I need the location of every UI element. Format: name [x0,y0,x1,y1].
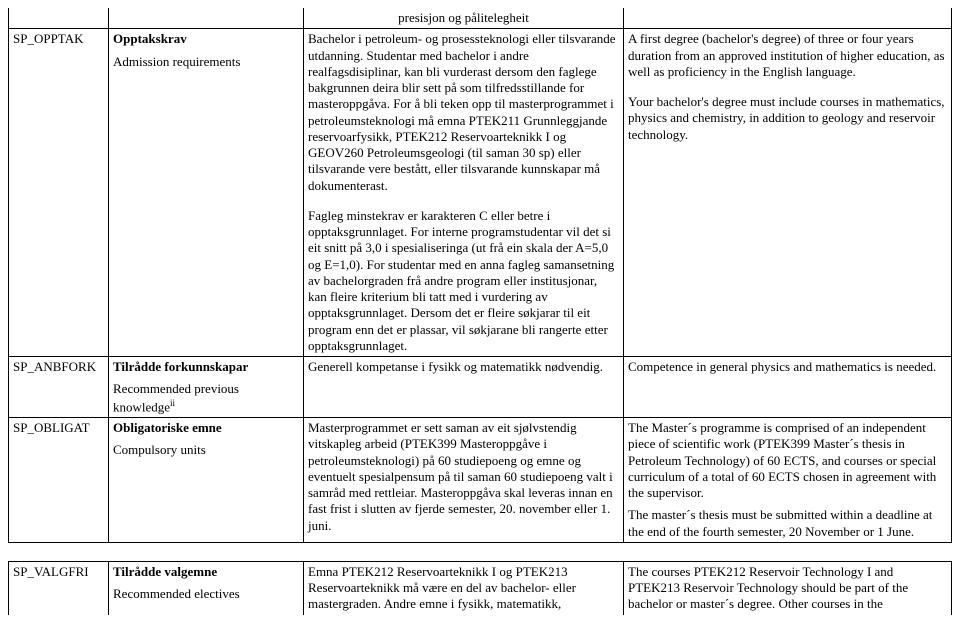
desc-no-cell: Bachelor i petroleum- og prosessteknolog… [304,29,624,357]
code-cell: SP_VALGFRI [9,561,109,614]
label-en: Compulsory units [113,442,299,458]
label-en: Recommended electives [113,586,299,602]
label-cell: Tilrådde valgemne Recommended electives [109,561,304,614]
spacer-cell [109,542,304,561]
label-cell: Obligatoriske emne Compulsory units [109,418,304,543]
cell-empty [109,8,304,29]
desc-no-p2: Fagleg minstekrav er karakteren C eller … [308,208,619,354]
code-cell: SP_ANBFORK [9,357,109,418]
label-no: Tilrådde forkunnskapar [113,359,248,374]
table-row: presisjon og pålitelegheit [9,8,952,29]
desc-no-p1: Masterprogrammet er sett saman av eit sj… [308,420,619,534]
desc-en-p1: The courses PTEK212 Reservoir Technology… [628,564,947,613]
desc-en-cell: Competence in general physics and mathem… [624,357,952,418]
desc-en-p1: Competence in general physics and mathem… [628,359,947,375]
spacer-cell [624,542,952,561]
desc-no-cell: Emna PTEK212 Reservoarteknikk I og PTEK2… [304,561,624,614]
cell-empty [624,8,952,29]
label-cell: Opptakskrav Admission requirements [109,29,304,357]
table-row: SP_VALGFRI Tilrådde valgemne Recommended… [9,561,952,614]
desc-en-p1: The Master´s programme is comprised of a… [628,420,947,501]
program-table: presisjon og pålitelegheit SP_OPPTAK Opp… [8,8,952,615]
spacer-cell [9,542,109,561]
cell-empty [9,8,109,29]
label-no: Obligatoriske emne [113,420,222,435]
desc-en-cell: The Master´s programme is comprised of a… [624,418,952,543]
table-row: SP_OPPTAK Opptakskrav Admission requirem… [9,29,952,357]
header-precision: presisjon og pålitelegheit [304,8,624,29]
desc-no-p1: Emna PTEK212 Reservoarteknikk I og PTEK2… [308,564,619,613]
label-cell: Tilrådde forkunnskapar Recommended previ… [109,357,304,418]
label-en: Admission requirements [113,54,299,70]
table-row: SP_OBLIGAT Obligatoriske emne Compulsory… [9,418,952,543]
desc-no-p1: Bachelor i petroleum- og prosessteknolog… [308,31,619,194]
code-cell: SP_OPPTAK [9,29,109,357]
desc-en-p1: A first degree (bachelor's degree) of th… [628,31,947,80]
desc-no-cell: Masterprogrammet er sett saman av eit sj… [304,418,624,543]
desc-en-p2: The master´s thesis must be submitted wi… [628,507,947,540]
label-no: Opptakskrav [113,31,187,46]
label-en: Recommended previous knowledge [113,381,239,414]
desc-en-cell: The courses PTEK212 Reservoir Technology… [624,561,952,614]
desc-no-p1: Generell kompetanse i fysikk og matemati… [308,359,619,375]
label-en-sup: ii [170,398,175,408]
desc-en-p2: Your bachelor's degree must include cour… [628,94,947,143]
label-no: Tilrådde valgemne [113,564,217,579]
table-row: SP_ANBFORK Tilrådde forkunnskapar Recomm… [9,357,952,418]
spacer-row [9,542,952,561]
code-cell: SP_OBLIGAT [9,418,109,543]
desc-no-cell: Generell kompetanse i fysikk og matemati… [304,357,624,418]
desc-en-cell: A first degree (bachelor's degree) of th… [624,29,952,357]
spacer-cell [304,542,624,561]
